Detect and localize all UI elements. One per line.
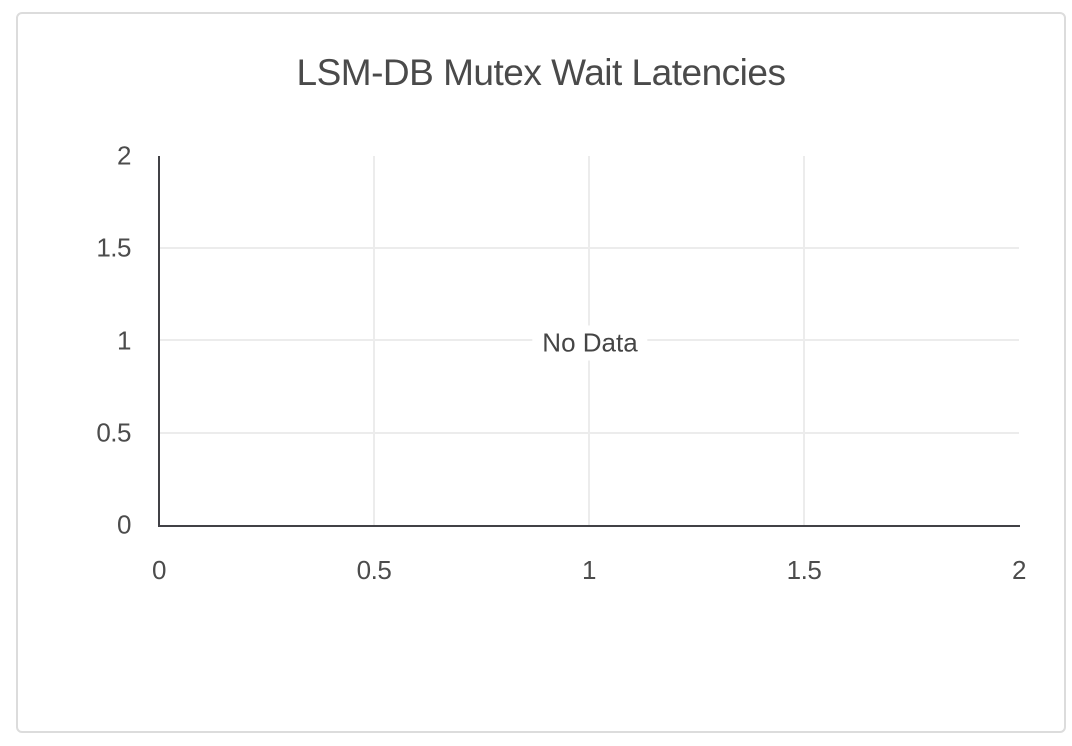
chart-card: LSM-DB Mutex Wait Latencies 2 1.5 1 0.5 … bbox=[16, 12, 1066, 733]
y-axis-tick-label: 1 bbox=[117, 325, 131, 356]
y-axis-tick-label: 0.5 bbox=[96, 417, 131, 448]
chart-title: LSM-DB Mutex Wait Latencies bbox=[296, 52, 786, 93]
x-axis-tick-label: 1.5 bbox=[786, 555, 822, 585]
x-axis-tick-label: 2 bbox=[1012, 555, 1026, 585]
x-axis-tick-label: 0 bbox=[152, 555, 166, 585]
y-axis-line bbox=[158, 156, 160, 527]
y-axis-tick-label: 0 bbox=[117, 509, 131, 540]
v-gridline-0-5 bbox=[373, 156, 375, 525]
h-gridline-1-5 bbox=[160, 247, 1019, 249]
v-gridline-1-5 bbox=[803, 156, 805, 525]
x-axis-line bbox=[158, 525, 1020, 527]
y-axis-tick-label: 1.5 bbox=[96, 232, 131, 263]
x-axis-tick-label: 1 bbox=[582, 555, 596, 585]
h-gridline-0-5 bbox=[160, 432, 1019, 434]
x-axis-tick-label: 0.5 bbox=[356, 555, 392, 585]
y-axis-tick-label: 2 bbox=[117, 140, 131, 171]
no-data-message: No Data bbox=[532, 325, 648, 361]
